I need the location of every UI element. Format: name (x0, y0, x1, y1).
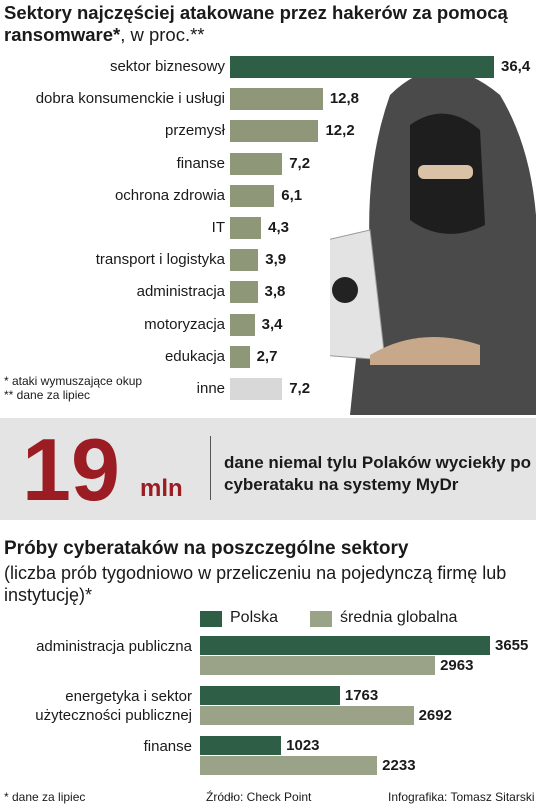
category-label: inne (196, 380, 225, 397)
legend-swatch (310, 611, 332, 627)
bar (230, 152, 283, 175)
legend-swatch (200, 611, 222, 627)
value-label: 12,2 (325, 122, 355, 140)
chart-subtitle: , w proc.** (120, 24, 205, 45)
footer-credit: Infografika: Tomasz Sitarski (388, 790, 535, 804)
category-label: finanse (176, 154, 225, 172)
bar (230, 345, 250, 368)
hacker-illustration (330, 70, 536, 415)
highlight-text: dane niemal tylu Polaków wyciekły po cyb… (224, 453, 532, 494)
category-label: transport i logistyka (95, 251, 225, 269)
value-label: 2233 (382, 757, 416, 774)
value-label: 2,7 (256, 347, 278, 365)
bar (200, 756, 378, 775)
value-label: 2692 (418, 707, 452, 724)
category-label: administracja (136, 283, 225, 301)
category-label: motoryzacja (144, 315, 225, 333)
bar (200, 636, 490, 655)
highlight-panel (0, 418, 536, 520)
bar (230, 217, 262, 239)
bar (230, 281, 258, 304)
bar (230, 313, 255, 336)
value-label: 3,9 (265, 251, 287, 269)
value-label: 1763 (344, 687, 379, 704)
bar (230, 88, 323, 111)
bar (230, 56, 494, 78)
footer-source: Źródło: Check Point (206, 790, 312, 804)
category-label: finanse (143, 738, 192, 755)
highlight-unit: mln (140, 475, 183, 502)
bar (200, 736, 282, 755)
category-label: IT (211, 219, 225, 236)
footnote: * ataki wymuszające okup (4, 374, 143, 388)
value-label: 7,2 (289, 380, 311, 397)
category-label: ochrona zdrowia (114, 186, 225, 204)
bar (230, 378, 283, 400)
value-label: 6,1 (281, 186, 303, 204)
footnote: ** dane za lipiec (4, 388, 91, 402)
value-label: 3,4 (261, 315, 283, 333)
highlight-number: 19 (22, 420, 120, 519)
category-label: sektor biznesowy (109, 58, 225, 75)
category-label: przemysł (164, 122, 225, 140)
value-label: 1023 (286, 737, 320, 754)
value-label: 7,2 (289, 154, 311, 172)
value-label: 12,8 (329, 90, 360, 108)
chart-1-heading: Sektory najczęściej atakowane przez hake… (4, 2, 534, 46)
chart-title: Próby cyberataków na poszczególne sektor… (4, 538, 409, 559)
value-label: 36,4 (501, 58, 531, 75)
bar (230, 249, 259, 272)
chart-subtitle: (liczba prób tygodniowo w przeliczeniu n… (4, 563, 507, 605)
value-label: 4,3 (268, 219, 290, 236)
bar (230, 184, 275, 207)
footer-note: * dane za lipiec (4, 790, 86, 804)
chart-title: Sektory najczęściej atakowane przez hake… (4, 2, 508, 45)
legend-label: Polska (230, 609, 279, 626)
divider (210, 436, 211, 500)
value-label: 3,8 (264, 283, 286, 301)
category-label: edukacja (164, 347, 225, 365)
bar (200, 706, 414, 725)
bar (200, 656, 436, 675)
legend-label: średnia globalna (340, 609, 458, 626)
bar (200, 686, 340, 705)
category-label: dobra konsumenckie i usługi (35, 90, 225, 108)
bar (230, 120, 319, 143)
category-label: administracja publiczna (36, 638, 192, 655)
value-label: 3655 (495, 637, 529, 654)
category-label: energetyka i sektor użyteczności publicz… (35, 688, 192, 724)
value-label: 2963 (440, 657, 474, 674)
